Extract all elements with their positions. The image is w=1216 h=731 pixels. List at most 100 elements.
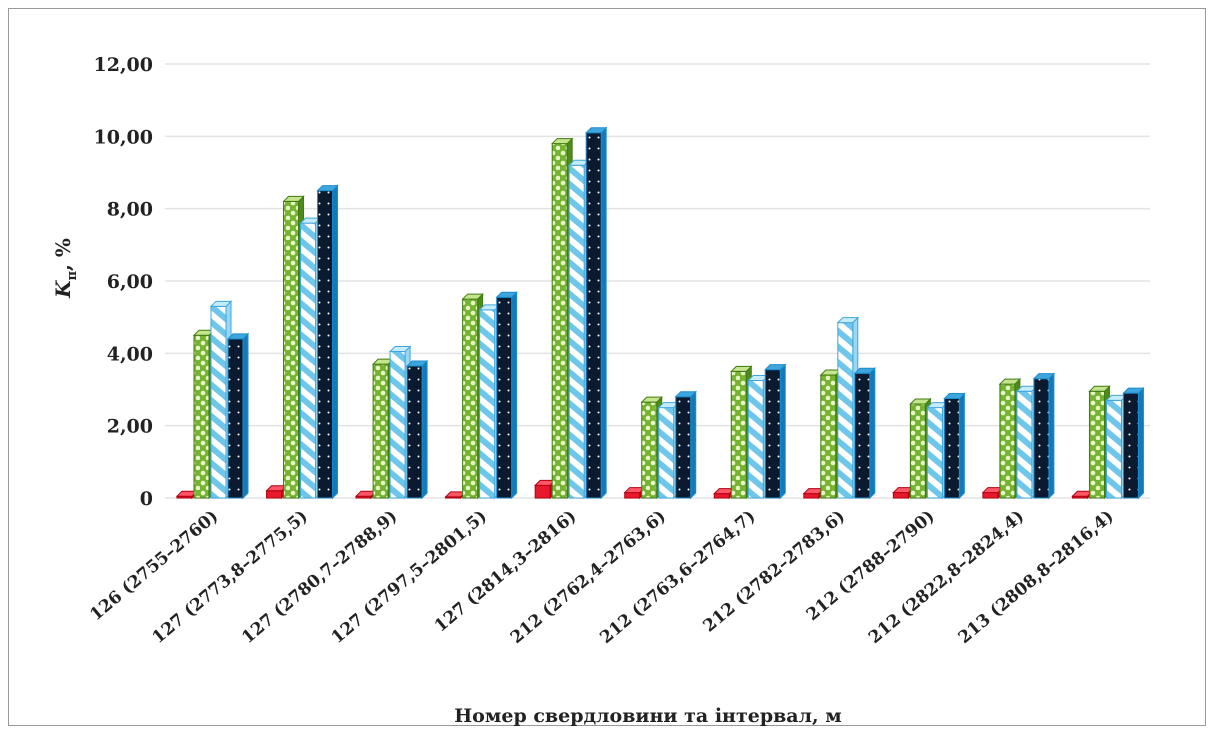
bar-top (1032, 373, 1056, 380)
bar-side (958, 392, 965, 500)
bar-top (998, 378, 1022, 385)
bar-3-7 (853, 367, 877, 500)
bar-front (585, 132, 602, 499)
bar-top (640, 396, 663, 403)
bar-side (421, 359, 428, 500)
bar-top (550, 138, 574, 145)
bar-top (1122, 387, 1145, 394)
bar-front (227, 338, 244, 499)
bar-front (764, 369, 781, 499)
bar-front (675, 396, 692, 499)
bar-side (1048, 372, 1055, 500)
bar-front (1105, 399, 1122, 499)
y-tick-labels: 0 2,00 4,00 6,00 8,00 10,00 12,00 (94, 54, 154, 510)
bar-top (316, 185, 339, 192)
bars (175, 126, 1145, 500)
bar-front (982, 492, 999, 499)
x-axis-label: Номер свердловини та інтервал, м (454, 705, 842, 727)
bar-front (496, 296, 513, 499)
x-category-label: 127 (2797,5–2801,5) (328, 507, 491, 648)
bar-top (584, 127, 608, 134)
bar-front (406, 365, 423, 499)
bar-front (854, 372, 871, 499)
bar-side (779, 363, 786, 500)
bar-front (999, 383, 1016, 499)
x-category-label: 212 (2822,8–2824,4) (865, 507, 1028, 648)
bar-front (462, 298, 479, 499)
bar-front (1033, 378, 1050, 499)
bar-top (388, 346, 412, 353)
bar-3-10 (1122, 386, 1145, 500)
y-tick-label: 2,00 (107, 416, 153, 438)
y-tick-label: 4,00 (107, 343, 153, 365)
bar-front (266, 490, 283, 499)
bar-top (909, 398, 932, 405)
bar-3-1 (316, 184, 339, 500)
bar-top (209, 300, 233, 307)
x-category-label: 127 (2780,7–2788,9) (238, 507, 401, 648)
bar-front (1016, 390, 1033, 499)
bar-front (909, 403, 926, 499)
bar-front (568, 164, 585, 499)
bar-side (1137, 386, 1144, 500)
bar-top (405, 360, 429, 367)
bar-front (892, 492, 909, 499)
bar-side (332, 184, 339, 500)
bar-front (730, 370, 747, 499)
bar-front (317, 190, 334, 499)
x-category-label: 212 (2762,4–2763,6) (507, 507, 670, 648)
bar-3-8 (943, 392, 966, 500)
x-category-labels: 126 (2755–2760)127 (2773,8–2775,5)127 (2… (86, 507, 1117, 648)
bar-front (926, 407, 943, 499)
y-tick-label: 12,00 (94, 54, 154, 76)
bar-front (300, 222, 317, 499)
bar-front (803, 493, 820, 499)
y-tick-label: 8,00 (107, 199, 153, 221)
y-tick-label: 10,00 (94, 126, 154, 148)
bar-top (674, 391, 697, 398)
bar-1-0 (192, 329, 216, 500)
bar-3-6 (764, 363, 787, 500)
bar-front (389, 351, 406, 499)
bar-front (747, 379, 764, 499)
bar-front (713, 493, 730, 499)
bar-side (600, 126, 607, 500)
bar-side (242, 332, 249, 500)
bar-top (1088, 385, 1111, 392)
bar-front (658, 407, 675, 499)
bar-top (943, 393, 966, 400)
x-category-label: 213 (2808,8–2816,4) (955, 507, 1118, 648)
bar-side (690, 390, 697, 500)
bar-3-5 (674, 390, 697, 500)
bar-top (282, 195, 305, 202)
bar-top (836, 317, 860, 324)
bar-side (511, 291, 518, 500)
bar-top (461, 293, 484, 300)
bar-front (820, 374, 837, 499)
bar-front (534, 484, 551, 499)
x-category-label: 212 (2763,6–2764,7) (596, 507, 759, 648)
bar-front (283, 200, 300, 499)
bar-front (210, 305, 227, 499)
bar-front (641, 401, 658, 499)
y-axis-label: Kп, % (51, 238, 80, 299)
bar-top (730, 365, 753, 372)
bar-3-0 (226, 332, 250, 500)
bar-front (372, 363, 389, 499)
bar-3-3 (495, 291, 518, 500)
bar-front (479, 309, 496, 499)
bar-top (495, 291, 518, 298)
bar-3-2 (405, 359, 429, 500)
bar-top (764, 364, 787, 371)
bar-front (624, 492, 641, 499)
y-tick-label: 0 (140, 488, 153, 510)
bar-front (1088, 390, 1105, 499)
bar-side (869, 367, 876, 500)
bar-front (551, 143, 568, 499)
bar-front (193, 334, 210, 499)
bar-top (226, 333, 250, 340)
bar-front (837, 322, 854, 499)
bar-front (943, 398, 960, 499)
bar-top (853, 367, 877, 374)
